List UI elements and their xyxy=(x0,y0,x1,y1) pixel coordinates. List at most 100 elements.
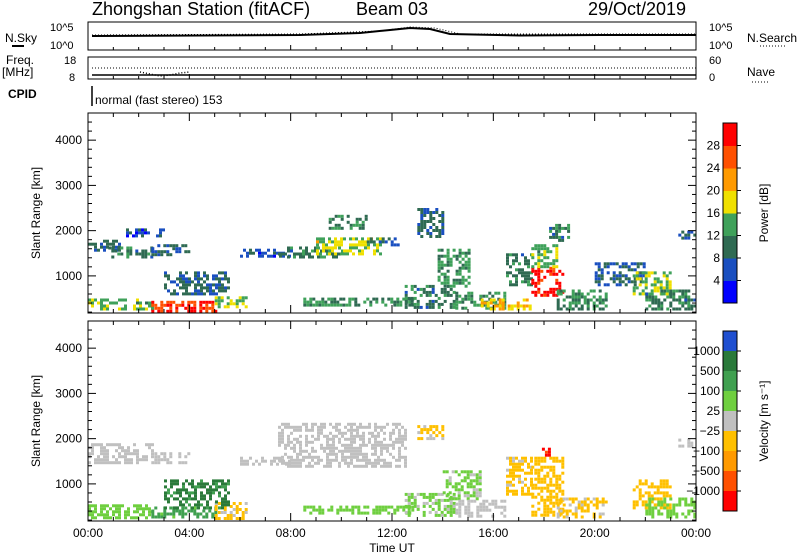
velocity-cell xyxy=(365,455,368,459)
velocity-cell xyxy=(690,497,694,501)
velocity-cell xyxy=(455,511,459,515)
velocity-cell xyxy=(136,458,139,462)
power-cell xyxy=(568,301,572,305)
power-cell xyxy=(432,229,436,232)
power-cell xyxy=(379,252,382,256)
power-cell xyxy=(338,252,341,256)
velocity-cell xyxy=(518,480,521,484)
power-cell xyxy=(118,307,121,311)
velocity-cell xyxy=(154,458,158,462)
power-cell xyxy=(431,302,435,306)
velocity-cell xyxy=(350,446,353,450)
power-cell xyxy=(440,260,444,264)
nsky-tick-bottom: 10^0 xyxy=(50,40,74,52)
power-cell xyxy=(273,248,276,252)
power-cell xyxy=(506,271,509,275)
power-cell xyxy=(106,239,109,243)
velocity-cell xyxy=(660,500,664,504)
power-cell xyxy=(615,277,619,281)
power-cell xyxy=(334,223,338,227)
power-cell xyxy=(182,292,185,296)
power-cell xyxy=(179,274,182,278)
x-tick-label: 12:00 xyxy=(377,526,407,540)
velocity-cell xyxy=(549,465,553,469)
power-cell xyxy=(549,290,553,294)
velocity-cell xyxy=(668,506,672,510)
power-cell xyxy=(194,277,197,281)
power-cell xyxy=(452,278,456,282)
power-cell xyxy=(441,229,445,232)
velocity-cell xyxy=(398,458,401,462)
power-cell xyxy=(678,289,682,293)
power-cell xyxy=(218,277,221,281)
velocity-cell xyxy=(446,510,450,514)
power-cell xyxy=(203,286,206,290)
power-cell xyxy=(169,300,173,304)
power-cell xyxy=(549,269,553,273)
power-cell xyxy=(645,298,649,302)
velocity-cell xyxy=(534,513,538,517)
power-cell xyxy=(226,296,230,300)
velocity-cell xyxy=(452,510,456,514)
power-cell xyxy=(498,307,502,311)
velocity-cell xyxy=(497,505,501,509)
power-cell xyxy=(339,303,343,307)
power-colorbar-segment xyxy=(723,235,737,259)
power-cell xyxy=(662,292,666,296)
velocity-cell xyxy=(151,449,154,453)
velocity-cell xyxy=(347,455,350,459)
velocity-cell xyxy=(401,437,404,441)
power-cell xyxy=(361,252,364,256)
power-cell xyxy=(91,301,94,305)
power-cell xyxy=(199,303,203,307)
velocity-cell xyxy=(543,507,547,511)
velocity-cell xyxy=(193,512,197,516)
velocity-cell xyxy=(565,509,569,513)
velocity-cell xyxy=(506,468,509,472)
velocity-cell xyxy=(350,455,353,459)
power-cell xyxy=(316,246,319,250)
power-cell xyxy=(215,292,218,296)
power-cell xyxy=(455,291,459,295)
velocity-cell xyxy=(562,509,566,513)
velocity-cell xyxy=(202,515,206,519)
velocity-cell xyxy=(220,511,224,514)
power-cell xyxy=(549,229,553,233)
power-cell xyxy=(194,283,197,287)
velocity-cell xyxy=(377,425,380,429)
velocity-cell xyxy=(281,437,284,441)
power-cell xyxy=(603,262,607,266)
velocity-cell xyxy=(362,425,365,429)
velocity-cell xyxy=(449,504,453,508)
velocity-cell xyxy=(559,500,563,504)
velocity-cell xyxy=(172,515,176,519)
velocity-cell xyxy=(500,511,504,515)
velocity-cell xyxy=(451,485,455,489)
power-cell xyxy=(373,243,376,247)
velocity-cell xyxy=(374,461,377,465)
velocity-cell xyxy=(653,497,657,501)
velocity-cell xyxy=(115,461,118,465)
power-cell xyxy=(227,280,230,284)
velocity-cell xyxy=(214,505,218,508)
power-cell xyxy=(88,298,91,302)
power-cell xyxy=(352,246,355,250)
velocity-cell xyxy=(437,513,441,517)
power-cell xyxy=(527,277,530,281)
velocity-cell xyxy=(308,428,311,432)
velocity-cell xyxy=(139,458,142,462)
velocity-cell xyxy=(665,485,669,489)
velocity-cell xyxy=(546,483,550,487)
velocity-cell xyxy=(558,477,562,481)
velocity-cell xyxy=(97,458,100,462)
power-cell xyxy=(244,305,248,309)
power-cell xyxy=(549,266,553,270)
power-cell xyxy=(355,246,358,250)
power-cell xyxy=(148,304,151,308)
velocity-cell xyxy=(404,510,408,514)
power-cell xyxy=(482,294,486,298)
velocity-cell xyxy=(181,461,185,465)
velocity-cell xyxy=(302,449,305,453)
velocity-cell xyxy=(338,440,341,444)
power-cell xyxy=(337,240,340,244)
